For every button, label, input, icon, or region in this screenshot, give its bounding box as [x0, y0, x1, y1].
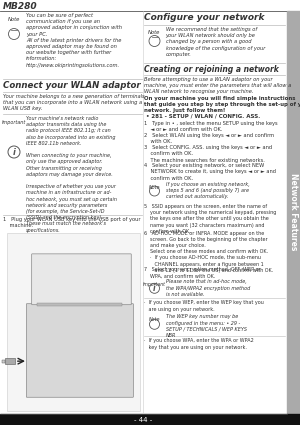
Text: If you choose an existing network,
steps 5 and 6 (and possibly 7) are
carried ou: If you choose an existing network, steps…	[166, 182, 249, 199]
Text: Note: Note	[149, 185, 160, 190]
Text: ·  If you choose WPA, enter the WPA or WPA2
   key that you are using on your ne: · If you choose WPA, enter the WPA or WP…	[143, 338, 253, 349]
Text: Connect your WLAN adaptor: Connect your WLAN adaptor	[3, 81, 141, 90]
Bar	[0, 414, 300, 425]
Text: i: i	[153, 284, 156, 293]
Text: - 44 -: - 44 -	[134, 416, 153, 422]
Text: 1   Type in • , select the menu SETUP using the keys
    ◄ or ► and confirm with: 1 Type in • , select the menu SETUP usin…	[143, 121, 277, 132]
Text: 2   Select WLAN using the keys ◄ or ► and confirm
    with OK.: 2 Select WLAN using the keys ◄ or ► and …	[143, 133, 274, 145]
Bar	[287, 11, 300, 413]
Text: ·  If you choose WEP, enter the WEP key that you
   are using on your network.: · If you choose WEP, enter the WEP key t…	[143, 300, 263, 312]
Text: The WEP key number may be
configured in the menu: • 29 -
SETUP / TECHNICALS / WE: The WEP key number may be configured in …	[166, 314, 247, 338]
Text: Network Features: Network Features	[289, 173, 298, 251]
Text: 4   Select your existing network, or select NEW
    NETWORK to create it, using : 4 Select your existing network, or selec…	[143, 163, 275, 181]
Text: Note: Note	[149, 317, 160, 322]
Text: 7   Select your encryption method, OFF, WEP or
    WPA, and confirm with OK.: 7 Select your encryption method, OFF, WE…	[143, 267, 260, 279]
Text: Please note that in ad-hoc mode,
the WPA/WPA2 encryption method
is not available: Please note that in ad-hoc mode, the WPA…	[166, 279, 250, 297]
Text: • 281 - SETUP / WLAN / CONFIG. ASS.: • 281 - SETUP / WLAN / CONFIG. ASS.	[146, 113, 261, 118]
Text: 5   SSID appears on the screen, enter the name of
    your network using the num: 5 SSID appears on the screen, enter the …	[143, 204, 276, 234]
Text: Note: Note	[8, 17, 20, 22]
Text: 6   AD-HOC MODE or INFRA. MODE appear on the
    screen. Go back to the beginnin: 6 AD-HOC MODE or INFRA. MODE appear on t…	[143, 230, 273, 273]
FancyBboxPatch shape	[26, 304, 134, 397]
Text: 1   Plug your WLAN USB key into the USB port of your
    machine.: 1 Plug your WLAN USB key into the USB po…	[3, 217, 140, 228]
Text: Important: Important	[143, 282, 166, 287]
Text: On your machine you will find simple instructions
that guide you step by step th: On your machine you will find simple ins…	[143, 96, 300, 113]
Text: Your machine belongs to a new generation of terminals
that you can incorporate i: Your machine belongs to a new generation…	[3, 94, 145, 111]
Text: You can be sure of perfect
communication if you use an
approved adaptor in conju: You can be sure of perfect communication…	[26, 13, 122, 68]
Text: We recommend that the settings of
your WLAN network should only be
changed by a : We recommend that the settings of your W…	[166, 27, 265, 57]
Text: i: i	[13, 147, 15, 156]
Bar	[7, 233, 140, 411]
Text: Creating or rejoining a network: Creating or rejoining a network	[143, 65, 278, 74]
Text: Before attempting to use a WLAN adaptor on your
machine, you must enter the para: Before attempting to use a WLAN adaptor …	[143, 77, 291, 94]
Text: Configure your network: Configure your network	[143, 13, 264, 22]
Text: Important: Important	[2, 120, 26, 125]
Text: 3   Select CONFIG. ASS. using the keys ◄ or ► and
    confirm with OK.
    The m: 3 Select CONFIG. ASS. using the keys ◄ o…	[143, 145, 272, 163]
FancyBboxPatch shape	[32, 254, 131, 305]
Text: Note: Note	[148, 30, 161, 35]
Bar	[2, 360, 5, 363]
Text: MB280: MB280	[3, 2, 38, 11]
Bar	[38, 303, 122, 306]
Text: Your machine's network radio
adaptor transmits data using the
radio protocol IEE: Your machine's network radio adaptor tra…	[26, 116, 117, 232]
Bar	[5, 358, 15, 364]
